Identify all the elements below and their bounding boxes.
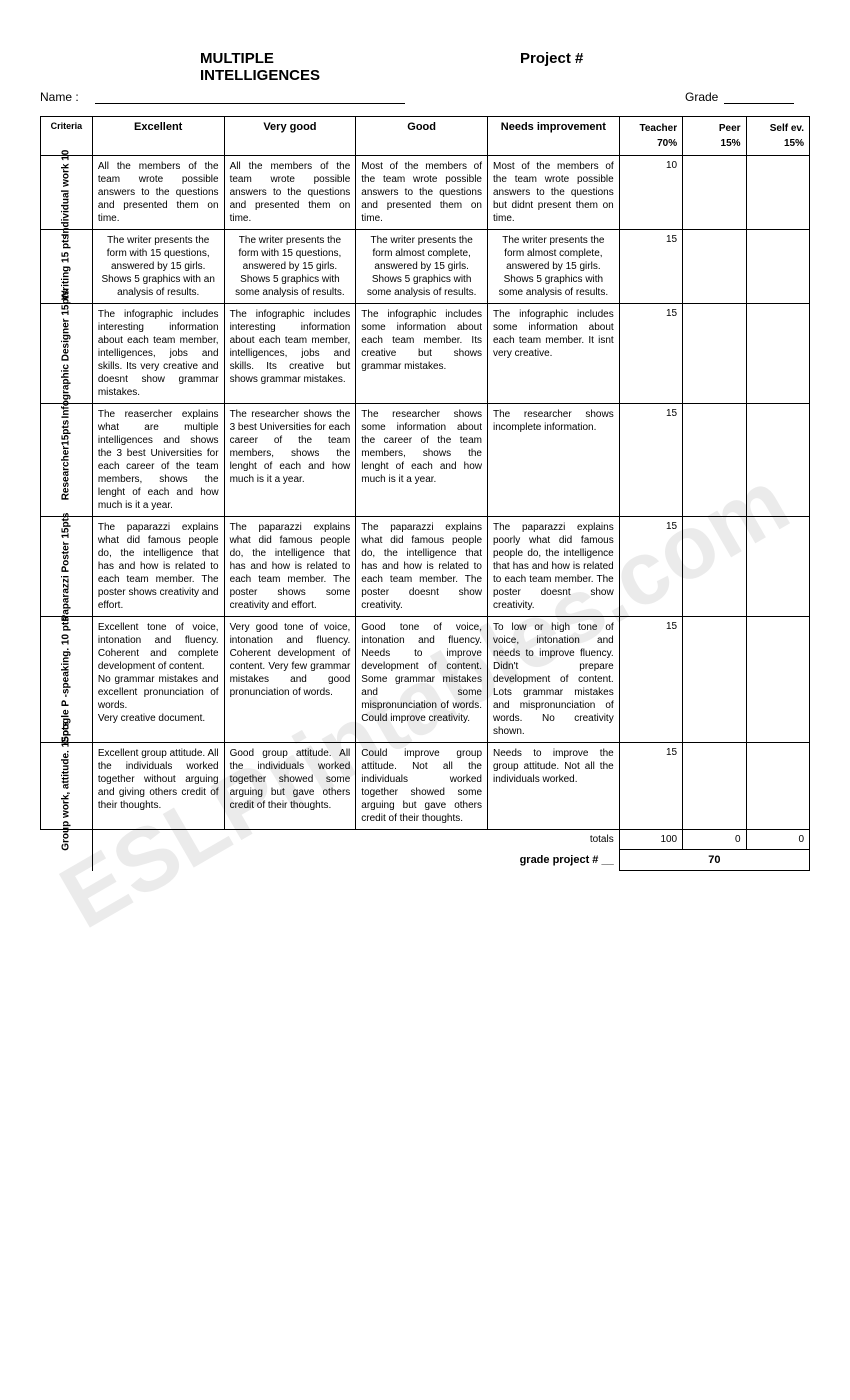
name-label: Name : — [40, 90, 95, 104]
name-input-line[interactable] — [95, 90, 405, 104]
teacher-score[interactable]: 15 — [619, 617, 682, 743]
needs-cell: Most of the members of the team wrote po… — [488, 156, 620, 230]
teacher-score[interactable]: 15 — [619, 404, 682, 517]
criteria-cell: Paparazzi Poster 15pts — [41, 517, 93, 617]
teacher-score[interactable]: 15 — [619, 230, 682, 304]
excellent-cell: Excellent group attitude. All the indivi… — [92, 743, 224, 830]
totals-self: 0 — [746, 830, 809, 850]
title-line2: INTELLIGENCES — [200, 67, 320, 84]
grade-project-value: 70 — [619, 850, 809, 871]
verygood-cell: The writer presents the form with 15 que… — [224, 230, 356, 304]
grade-label: Grade — [685, 90, 718, 104]
excellent-cell: The reasercher explains what are multipl… — [92, 404, 224, 517]
col-self: Self ev.15% — [746, 117, 809, 156]
good-cell: The infographic includes some informatio… — [356, 304, 488, 404]
good-cell: The paparazzi explains what did famous p… — [356, 517, 488, 617]
col-teacher: Teacher70% — [619, 117, 682, 156]
excellent-cell: The paparazzi explains what did famous p… — [92, 517, 224, 617]
col-needs: Needs improvement — [488, 117, 620, 156]
grade-input-line[interactable] — [724, 90, 794, 104]
teacher-score[interactable]: 15 — [619, 517, 682, 617]
teacher-score[interactable]: 10 — [619, 156, 682, 230]
self-score[interactable] — [746, 304, 809, 404]
peer-score[interactable] — [683, 743, 746, 830]
excellent-cell: The infographic includes interesting inf… — [92, 304, 224, 404]
needs-cell: The infographic includes some informatio… — [488, 304, 620, 404]
excellent-cell: All the members of the team wrote possib… — [92, 156, 224, 230]
col-verygood: Very good — [224, 117, 356, 156]
criteria-cell: Researcher15pts — [41, 404, 93, 517]
criteria-cell: Group work, attitude. 15pts — [41, 743, 93, 830]
good-cell: Could improve group attitude. Not all th… — [356, 743, 488, 830]
self-score[interactable] — [746, 230, 809, 304]
needs-cell: Needs to improve the group attitude. Not… — [488, 743, 620, 830]
self-score[interactable] — [746, 404, 809, 517]
needs-cell: The researcher shows incomplete informat… — [488, 404, 620, 517]
good-cell: The writer presents the form almost comp… — [356, 230, 488, 304]
self-score[interactable] — [746, 617, 809, 743]
peer-score[interactable] — [683, 304, 746, 404]
self-score[interactable] — [746, 517, 809, 617]
good-cell: The researcher shows some information ab… — [356, 404, 488, 517]
peer-score[interactable] — [683, 404, 746, 517]
title-line1: MULTIPLE — [200, 50, 274, 67]
totals-teacher: 100 — [619, 830, 682, 850]
peer-score[interactable] — [683, 230, 746, 304]
peer-score[interactable] — [683, 617, 746, 743]
good-cell: Good tone of voice, intonation and fluen… — [356, 617, 488, 743]
verygood-cell: The paparazzi explains what did famous p… — [224, 517, 356, 617]
peer-score[interactable] — [683, 517, 746, 617]
project-label: Project # — [520, 50, 583, 84]
criteria-cell: Individual work 10 — [41, 156, 93, 230]
grade-project-label: grade project # __ — [92, 850, 619, 871]
needs-cell: The writer presents the form almost comp… — [488, 230, 620, 304]
rubric-table: Criteria Excellent Very good Good Needs … — [40, 116, 810, 871]
totals-peer: 0 — [683, 830, 746, 850]
good-cell: Most of the members of the team wrote po… — [356, 156, 488, 230]
needs-cell: To low or high tone of voice, intonation… — [488, 617, 620, 743]
teacher-score[interactable]: 15 — [619, 743, 682, 830]
col-excellent: Excellent — [92, 117, 224, 156]
col-good: Good — [356, 117, 488, 156]
totals-label: totals — [92, 830, 619, 850]
needs-cell: The paparazzi explains poorly what did f… — [488, 517, 620, 617]
title-row: MULTIPLE INTELLIGENCES Project # — [40, 50, 810, 84]
teacher-score[interactable]: 15 — [619, 304, 682, 404]
verygood-cell: Good group attitude. All the individuals… — [224, 743, 356, 830]
col-peer: Peer15% — [683, 117, 746, 156]
excellent-cell: Excellent tone of voice, intonation and … — [92, 617, 224, 743]
verygood-cell: Very good tone of voice, intonation and … — [224, 617, 356, 743]
peer-score[interactable] — [683, 156, 746, 230]
verygood-cell: The infographic includes interesting inf… — [224, 304, 356, 404]
criteria-cell: Infographic Designer 15pts — [41, 304, 93, 404]
excellent-cell: The writer presents the form with 15 que… — [92, 230, 224, 304]
self-score[interactable] — [746, 743, 809, 830]
self-score[interactable] — [746, 156, 809, 230]
verygood-cell: The researcher shows the 3 best Universi… — [224, 404, 356, 517]
verygood-cell: All the members of the team wrote possib… — [224, 156, 356, 230]
